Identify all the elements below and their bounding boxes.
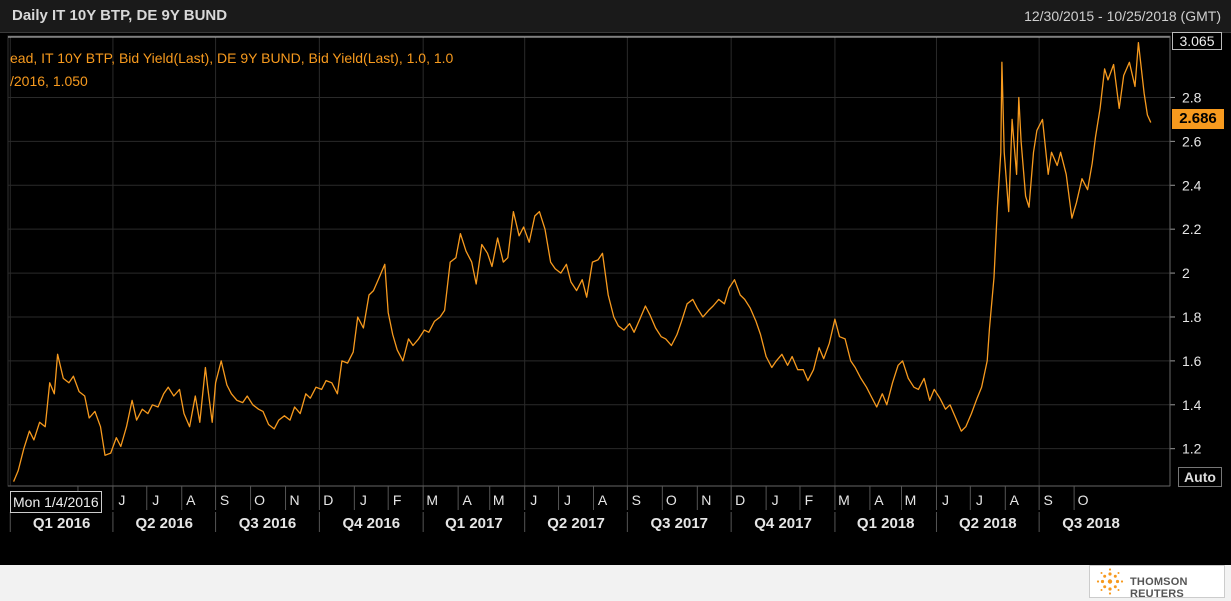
y-tick-label: 2.2 <box>1182 221 1202 237</box>
month-tick-label: A <box>462 492 472 508</box>
quarter-tick-label: Q1 2016 <box>33 515 91 532</box>
quarter-tick-label: Q3 2018 <box>1062 515 1120 532</box>
month-tick-label: S <box>632 492 641 508</box>
plot-background <box>7 35 1171 487</box>
month-tick-label: A <box>1010 492 1020 508</box>
month-tick-label: A <box>186 492 196 508</box>
quarter-tick-label: Q1 2018 <box>857 515 915 532</box>
y-tick-label: 1.6 <box>1182 353 1202 369</box>
y-tick-label: 2.6 <box>1182 133 1202 149</box>
month-tick-label: J <box>564 492 571 508</box>
date-range: 12/30/2015 - 10/25/2018 (GMT) <box>1024 8 1221 24</box>
logo-text: THOMSON REUTERS <box>1130 576 1188 600</box>
legend-text-secondary: /2016, 1.050 <box>10 73 88 89</box>
series-line <box>13 41 1152 482</box>
month-tick-label: M <box>426 492 438 508</box>
month-tick-label: M <box>493 492 505 508</box>
max-value-label: 3.065 <box>1172 32 1222 50</box>
month-tick-label: D <box>735 492 745 508</box>
auto-scale-button[interactable]: Auto <box>1178 467 1222 487</box>
quarter-tick-label: Q3 2016 <box>239 515 297 532</box>
chart-title: Daily IT 10Y BTP, DE 9Y BUND <box>12 7 228 24</box>
month-tick-label: S <box>1043 492 1052 508</box>
month-tick-label: J <box>152 492 159 508</box>
month-tick-label: O <box>1078 492 1089 508</box>
quarter-tick-label: Q2 2018 <box>959 515 1017 532</box>
month-tick-label: F <box>805 492 814 508</box>
legend-text: ead, IT 10Y BTP, Bid Yield(Last), DE 9Y … <box>10 50 454 66</box>
chart-canvas: 1.2 1.4 1.6 1.8 2 2.2 2.4 2.6 2.8 M J J A S O N D J F M A M J J… <box>7 35 1202 532</box>
month-tick-label: M <box>838 492 850 508</box>
chart-window: Daily IT 10Y BTP, DE 9Y BUND 12/30/2015 … <box>0 0 1231 565</box>
month-tick-label: J <box>530 492 537 508</box>
quarter-tick-label: Q2 2016 <box>135 515 193 532</box>
month-tick-label: F <box>393 492 402 508</box>
month-tick-label: J <box>772 492 779 508</box>
footer-bar <box>0 565 1231 601</box>
y-tick-label: 2.4 <box>1182 177 1202 193</box>
month-tick-label: J <box>360 492 367 508</box>
month-tick-label: O <box>254 492 265 508</box>
quarter-tick-label: Q4 2017 <box>754 515 812 532</box>
thomson-reuters-logo-icon <box>1096 568 1124 595</box>
y-tick-label: 1.8 <box>1182 309 1202 325</box>
month-tick-label: A <box>874 492 884 508</box>
month-tick-label: J <box>118 492 125 508</box>
y-tick-label: 2 <box>1182 265 1190 281</box>
thomson-reuters-logo: THOMSON REUTERS <box>1089 565 1225 600</box>
y-tick-label: 2.8 <box>1182 89 1202 105</box>
start-date-cursor-label[interactable]: Mon 1/4/2016 <box>10 491 102 513</box>
last-value-label: 2.686 <box>1172 109 1224 129</box>
quarter-tick-label: Q2 2017 <box>547 515 605 532</box>
quarter-tick-label: Q4 2016 <box>342 515 400 532</box>
quarter-tick-label: Q3 2017 <box>650 515 708 532</box>
chart-header: Daily IT 10Y BTP, DE 9Y BUND 12/30/2015 … <box>0 0 1231 33</box>
y-tick-label: 1.2 <box>1182 441 1202 457</box>
month-tick-label: O <box>666 492 677 508</box>
y-tick-label: 1.4 <box>1182 397 1202 413</box>
month-tick-label: N <box>289 492 299 508</box>
quarter-tick-label: Q1 2017 <box>445 515 503 532</box>
month-tick-label: M <box>905 492 917 508</box>
month-tick-label: J <box>976 492 983 508</box>
month-tick-label: S <box>220 492 229 508</box>
month-tick-label: D <box>323 492 333 508</box>
month-tick-label: A <box>598 492 608 508</box>
month-tick-label: J <box>942 492 949 508</box>
month-tick-label: N <box>701 492 711 508</box>
